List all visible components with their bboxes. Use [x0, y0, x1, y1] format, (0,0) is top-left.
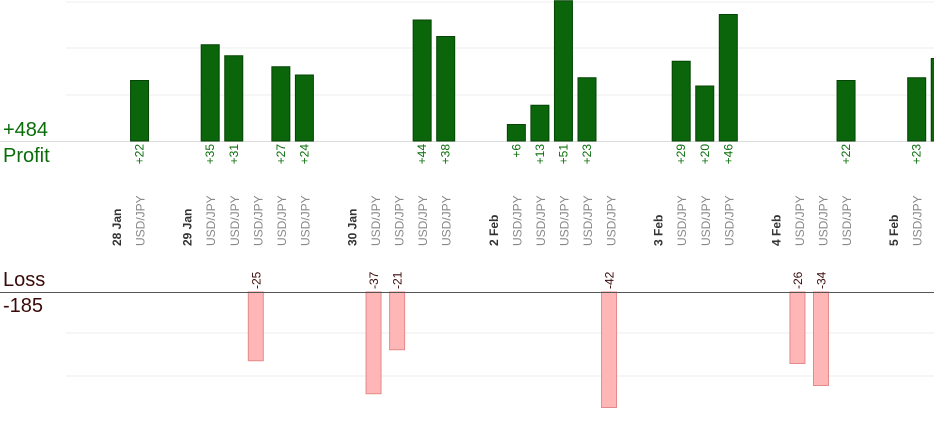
pair-label: USD/JPY — [416, 195, 430, 246]
pair-label: USD/JPY — [581, 195, 595, 246]
pair-label: USD/JPY — [134, 195, 148, 246]
profit-bar — [130, 80, 150, 142]
profit-value-label: +51 — [556, 144, 570, 165]
loss-bar — [789, 291, 806, 364]
pair-label: USD/JPY — [534, 195, 548, 246]
profit-bar — [224, 55, 244, 142]
loss-total: -185 — [3, 295, 44, 317]
profit-bar — [294, 74, 314, 142]
pair-label: USD/JPY — [510, 195, 524, 246]
profit-value-label: +38 — [439, 144, 453, 165]
profit-bar — [836, 80, 856, 142]
date-label: 30 Jan — [346, 209, 360, 246]
pair-label: USD/JPY — [369, 195, 383, 246]
pair-label: USD/JPY — [793, 195, 807, 246]
loss-value-label: -26 — [791, 271, 805, 289]
date-label: 29 Jan — [181, 209, 195, 246]
profit-label: Profit — [3, 145, 50, 167]
date-label: 2 Feb — [487, 215, 501, 246]
date-label: 5 Feb — [887, 215, 901, 246]
profit-value-label: +44 — [415, 144, 429, 165]
profit-bar — [412, 19, 432, 142]
profit-value-label: +20 — [698, 144, 712, 165]
profit-bar — [506, 124, 526, 142]
loss-bar — [601, 291, 618, 408]
profit-value-label: +6 — [509, 144, 523, 158]
profit-bar — [671, 60, 691, 142]
profit-value-label: +13 — [533, 144, 547, 165]
pair-label: USD/JPY — [440, 195, 454, 246]
profit-bar — [271, 66, 291, 142]
pair-label: USD/JPY — [228, 195, 242, 246]
profit-value-label: +29 — [674, 144, 688, 165]
pair-label: USD/JPY — [840, 195, 854, 246]
loss-value-label: -25 — [249, 271, 263, 289]
profit-value-label: +24 — [297, 144, 311, 165]
pair-label: USD/JPY — [204, 195, 218, 246]
loss-bar — [389, 291, 406, 351]
profit-bar — [436, 36, 456, 142]
date-label: 4 Feb — [769, 215, 783, 246]
pair-label: USD/JPY — [817, 195, 831, 246]
pair-label: USD/JPY — [911, 195, 925, 246]
profit-bar — [553, 0, 573, 142]
pair-label: USD/JPY — [605, 195, 619, 246]
loss-value-label: -34 — [815, 271, 829, 289]
profit-bar — [930, 58, 934, 142]
profit-bar — [718, 14, 738, 142]
pair-label: USD/JPY — [557, 195, 571, 246]
loss-bar — [813, 291, 829, 386]
profit-bar — [907, 77, 927, 142]
pair-label: USD/JPY — [699, 195, 713, 246]
pair-label: USD/JPY — [675, 195, 689, 246]
pair-label: USD/JPY — [722, 195, 736, 246]
loss-value-label: -42 — [603, 271, 617, 289]
profit-bar — [200, 44, 220, 142]
profit-bar — [695, 85, 715, 142]
profit-value-label: +27 — [274, 144, 288, 165]
loss-label: Loss — [3, 269, 46, 291]
profit-value-label: +23 — [580, 144, 594, 165]
profit-value-label: +31 — [227, 144, 241, 165]
pair-label: USD/JPY — [298, 195, 312, 246]
profit-value-label: +22 — [133, 144, 147, 165]
pair-label: USD/JPY — [393, 195, 407, 246]
profit-value-label: +22 — [839, 144, 853, 165]
pair-label: USD/JPY — [251, 195, 265, 246]
profit-bar — [577, 77, 597, 142]
loss-bar — [247, 291, 264, 362]
loss-value-label: -21 — [391, 271, 405, 289]
profit-value-label: +46 — [721, 144, 735, 165]
profit-value-label: +23 — [910, 144, 924, 165]
profit-value-label: +35 — [203, 144, 217, 165]
profit-total: +484 — [3, 119, 49, 141]
loss-value-label: -37 — [367, 271, 381, 289]
date-label: 28 Jan — [110, 209, 124, 246]
pair-label: USD/JPY — [275, 195, 289, 246]
loss-bar — [365, 291, 382, 395]
profit-bar — [530, 104, 550, 142]
date-label: 3 Feb — [652, 215, 666, 246]
